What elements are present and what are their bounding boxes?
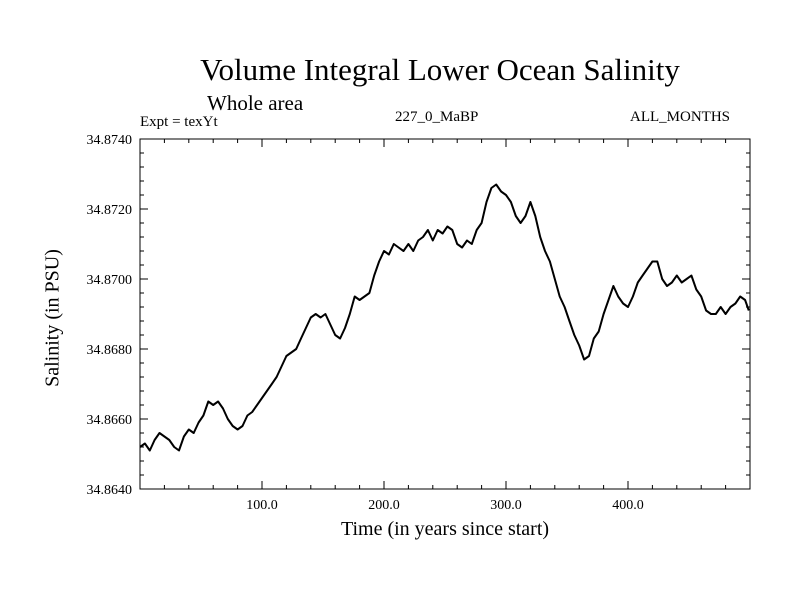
y-tick-label: 34.8720 xyxy=(87,203,133,218)
y-tick-label: 34.8700 xyxy=(87,273,133,288)
salinity-series-line xyxy=(139,183,750,452)
tick-labels: 100.0 200.0 300.0 400.0 34.8640 34.8660 34.868… xyxy=(87,133,644,513)
y-tick-label: 34.8660 xyxy=(87,413,133,428)
y-tick-label: 34.8740 xyxy=(87,133,133,148)
chart-title: Volume Integral Lower Ocean Salinity xyxy=(200,52,680,87)
months-label: ALL_MONTHS xyxy=(630,109,730,125)
chart-subtitle: Whole area xyxy=(207,91,304,115)
x-tick-label: 100.0 xyxy=(246,498,278,513)
x-axis-title: Time (in years since start) xyxy=(340,518,550,540)
y-tick-label: 34.8680 xyxy=(87,343,133,358)
x-tick-label: 400.0 xyxy=(612,498,644,513)
y-axis-title: Salinity (in PSU) xyxy=(41,249,64,387)
plot-frame xyxy=(139,138,751,490)
period-label: 227_0_MaBP xyxy=(395,109,479,125)
axis-ticks xyxy=(140,139,750,489)
x-tick-label: 300.0 xyxy=(490,498,522,513)
y-tick-label: 34.8640 xyxy=(87,483,133,498)
experiment-label: Expt = texYt xyxy=(140,114,218,130)
x-tick-label: 200.0 xyxy=(368,498,400,513)
